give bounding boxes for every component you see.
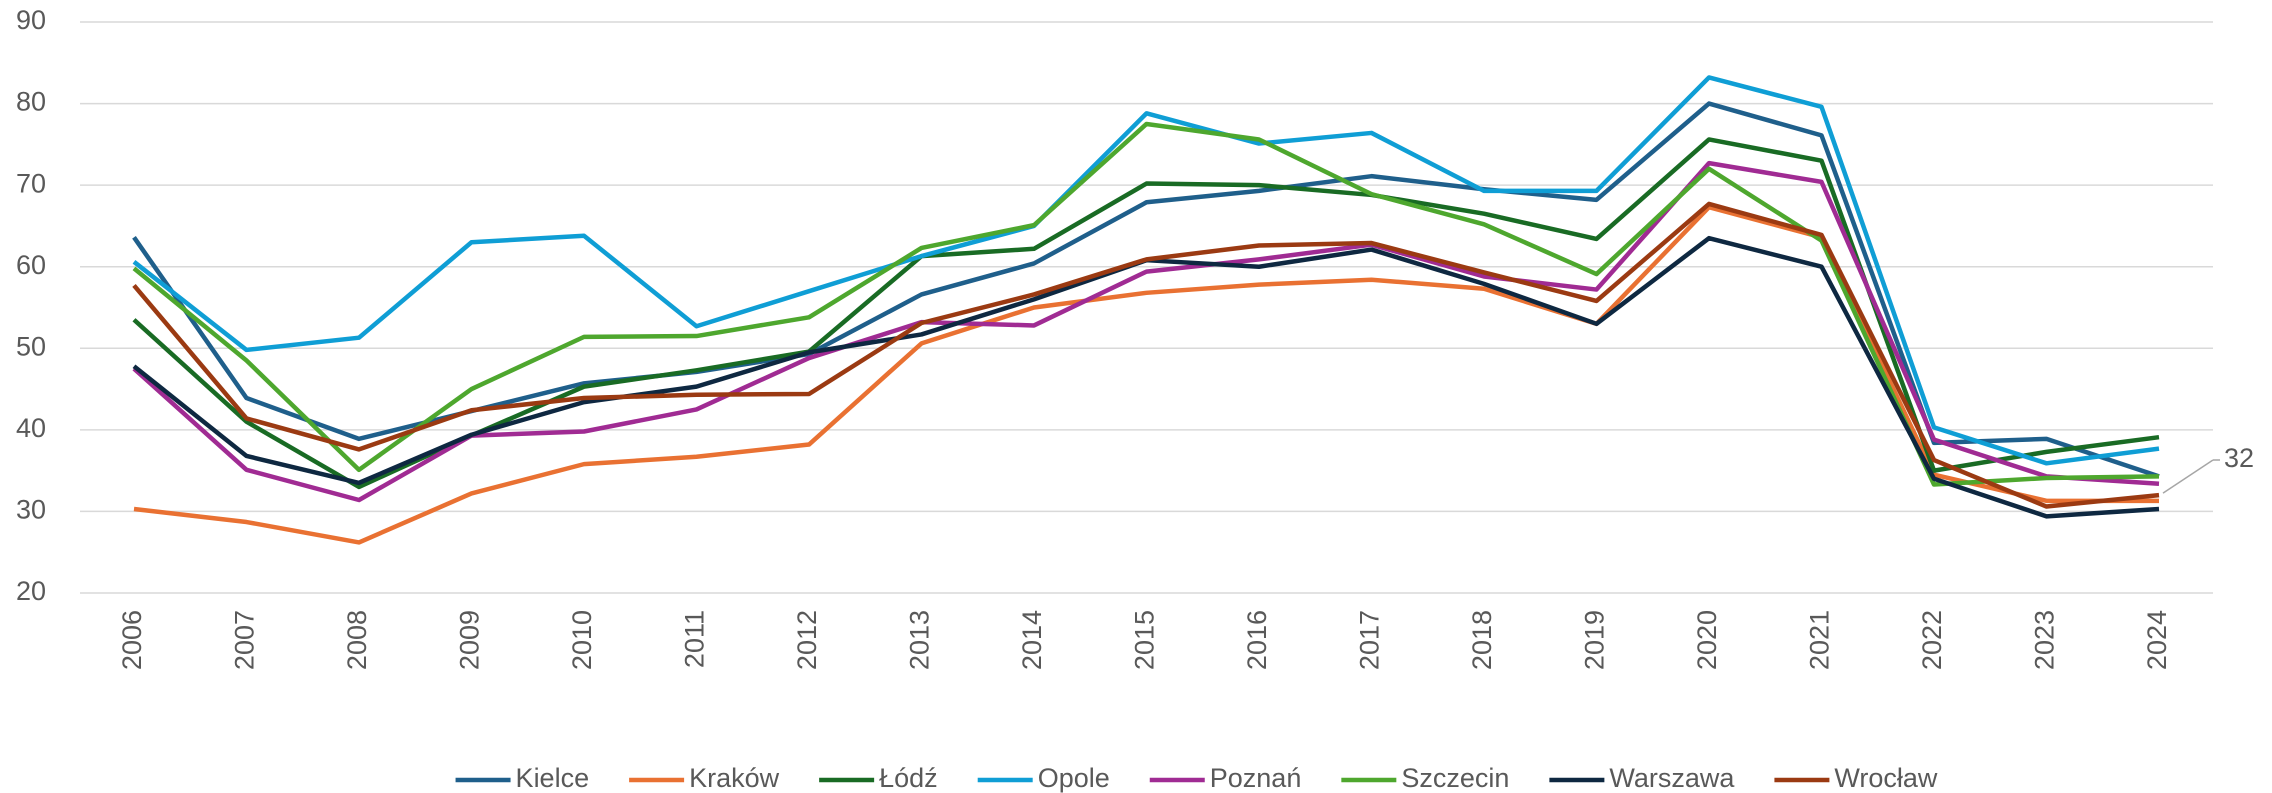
x-tick-label: 2017	[1355, 610, 1385, 670]
x-tick-label: 2015	[1130, 610, 1160, 670]
legend-label: Opole	[1038, 763, 1110, 793]
x-tick-label: 2014	[1017, 610, 1047, 670]
x-tick-label: 2006	[117, 610, 147, 670]
x-tick-label: 2019	[1580, 610, 1610, 670]
y-tick-label: 30	[16, 495, 46, 525]
x-tick-label: 2009	[455, 610, 485, 670]
legend-label: Kielce	[516, 763, 590, 793]
legend-label: Kraków	[689, 763, 780, 793]
x-tick-label: 2023	[2030, 610, 2060, 670]
legend-label: Warszawa	[1609, 763, 1735, 793]
x-tick-label: 2022	[1917, 610, 1947, 670]
legend-label: Poznań	[1210, 763, 1302, 793]
x-tick-label: 2010	[567, 610, 597, 670]
y-tick-label: 80	[16, 87, 46, 117]
x-tick-label: 2020	[1692, 610, 1722, 670]
x-tick-label: 2024	[2142, 610, 2172, 670]
y-tick-label: 20	[16, 576, 46, 606]
x-tick-label: 2012	[792, 610, 822, 670]
x-tick-label: 2018	[1467, 610, 1497, 670]
y-tick-label: 60	[16, 250, 46, 280]
legend-label: Łódź	[879, 763, 938, 793]
y-tick-label: 50	[16, 331, 46, 361]
y-tick-label: 70	[16, 168, 46, 198]
series-line	[132, 75, 2160, 466]
legend-label: Szczecin	[1401, 763, 1509, 793]
legend: Kielce Kraków Łódź Opole Poznań Szczecin Warsz…	[455, 763, 1938, 793]
label-leader	[2162, 459, 2214, 494]
x-tick-label: 2013	[905, 610, 935, 670]
y-tick-label: 40	[16, 413, 46, 443]
data-label: 32	[2224, 443, 2254, 473]
y-tick-label: 90	[16, 5, 46, 35]
series-line	[132, 201, 2160, 509]
x-tick-label: 2011	[680, 610, 710, 668]
x-tick-label: 2008	[342, 610, 372, 670]
series-line	[132, 121, 2160, 487]
x-tick-label: 2021	[1805, 610, 1835, 670]
x-tick-label: 2016	[1242, 610, 1272, 670]
x-tick-label: 2007	[230, 610, 260, 670]
series-line	[132, 235, 2160, 519]
legend-label: Wrocław	[1834, 763, 1938, 793]
